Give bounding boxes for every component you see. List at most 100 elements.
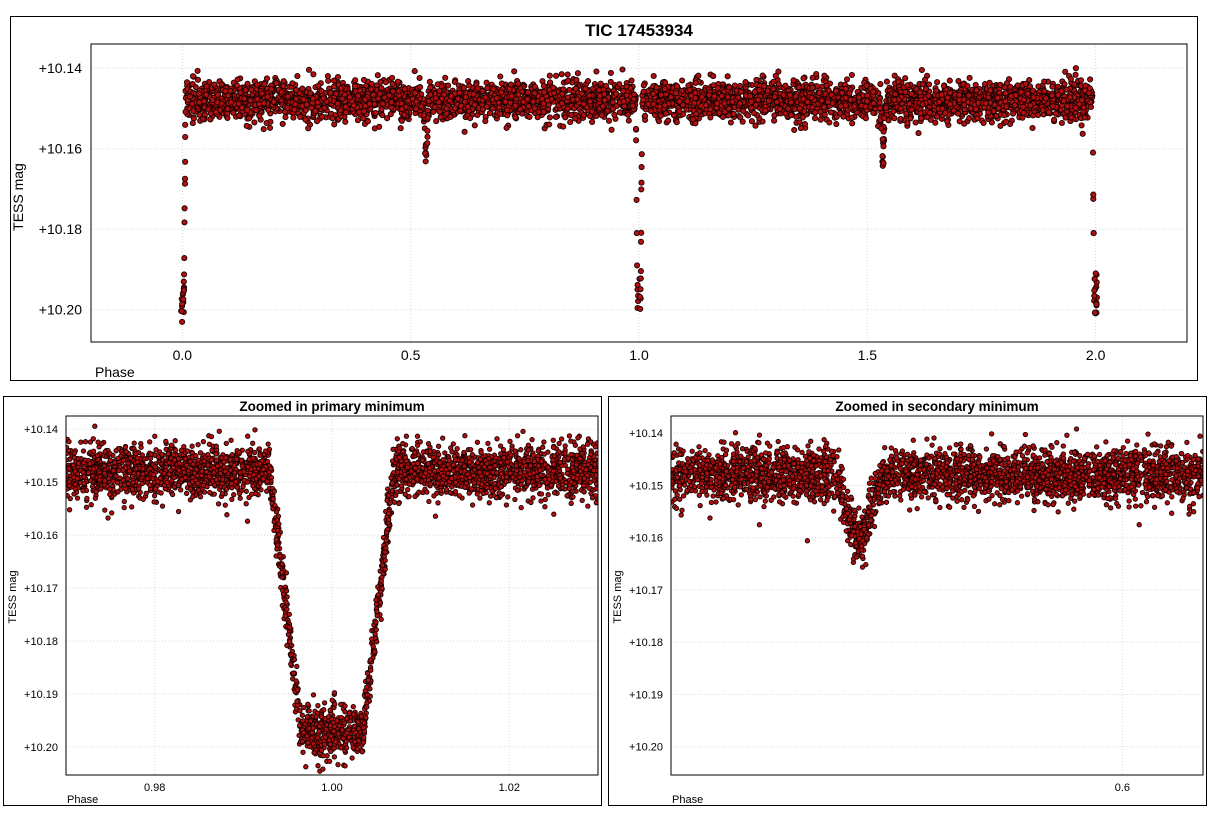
data-point bbox=[567, 119, 574, 126]
data-point bbox=[821, 72, 828, 79]
data-point bbox=[372, 109, 379, 117]
data-point bbox=[417, 84, 424, 91]
data-point bbox=[447, 113, 454, 120]
data-point bbox=[568, 112, 575, 119]
data-point bbox=[698, 102, 705, 109]
data-point bbox=[745, 112, 752, 119]
data-point bbox=[956, 118, 963, 125]
data-point bbox=[985, 109, 992, 116]
data-point bbox=[489, 105, 496, 112]
data-point bbox=[305, 66, 313, 73]
data-point bbox=[451, 105, 458, 112]
data-point bbox=[1024, 90, 1031, 97]
data-point bbox=[985, 94, 992, 101]
data-point bbox=[925, 92, 932, 99]
data-point bbox=[692, 79, 699, 86]
data-point bbox=[422, 150, 429, 157]
data-point bbox=[1029, 124, 1036, 132]
data-point bbox=[355, 92, 362, 99]
data-point bbox=[907, 115, 914, 122]
data-point bbox=[389, 74, 396, 81]
data-point bbox=[420, 112, 427, 119]
data-point bbox=[714, 100, 721, 107]
data-point bbox=[438, 83, 445, 90]
data-point bbox=[312, 108, 319, 115]
data-point bbox=[1008, 93, 1015, 100]
data-point bbox=[329, 115, 336, 122]
data-point bbox=[620, 98, 627, 105]
data-point bbox=[593, 68, 600, 75]
data-point bbox=[512, 102, 519, 109]
data-point bbox=[880, 143, 887, 150]
data-point bbox=[482, 94, 489, 101]
data-point bbox=[1087, 76, 1094, 83]
data-point bbox=[370, 91, 377, 98]
data-point bbox=[182, 121, 189, 128]
data-point bbox=[263, 75, 271, 82]
data-point bbox=[384, 115, 391, 122]
data-point bbox=[724, 94, 731, 101]
data-point bbox=[632, 125, 640, 132]
data-point bbox=[578, 90, 585, 97]
data-point bbox=[605, 117, 613, 124]
data-point bbox=[880, 160, 887, 167]
data-point bbox=[494, 436, 500, 442]
data-point bbox=[278, 89, 285, 96]
data-point bbox=[661, 85, 668, 92]
data-point bbox=[890, 108, 897, 115]
data-point bbox=[435, 99, 442, 106]
data-point bbox=[331, 754, 338, 760]
data-point bbox=[1079, 130, 1086, 137]
data-point bbox=[189, 100, 196, 107]
data-point bbox=[486, 110, 493, 117]
data-point bbox=[721, 108, 728, 115]
data-point bbox=[1035, 83, 1042, 90]
data-point bbox=[1090, 191, 1097, 198]
data-point bbox=[800, 95, 807, 102]
data-point bbox=[772, 72, 779, 79]
x-tick-label: 0.5 bbox=[401, 347, 421, 363]
data-point bbox=[179, 318, 186, 325]
data-point bbox=[180, 287, 188, 294]
data-point bbox=[748, 118, 755, 125]
data-point bbox=[961, 120, 968, 127]
data-point bbox=[412, 89, 419, 96]
data-point bbox=[565, 77, 572, 84]
data-point bbox=[307, 90, 314, 97]
data-point bbox=[947, 101, 954, 108]
data-point bbox=[607, 69, 614, 76]
data-point bbox=[1063, 86, 1070, 93]
data-point bbox=[572, 115, 579, 122]
data-point bbox=[266, 124, 274, 131]
data-point bbox=[284, 93, 291, 100]
data-point bbox=[310, 95, 317, 102]
data-point bbox=[531, 105, 538, 112]
data-point bbox=[190, 107, 197, 115]
data-point bbox=[637, 293, 644, 301]
data-point bbox=[735, 94, 742, 101]
data-point bbox=[869, 88, 877, 95]
data-point bbox=[427, 84, 434, 91]
data-point bbox=[997, 81, 1004, 88]
data-point bbox=[196, 111, 203, 118]
data-point bbox=[305, 125, 312, 132]
data-point bbox=[411, 68, 418, 75]
data-point bbox=[917, 110, 924, 117]
data-point bbox=[788, 99, 795, 106]
data-point bbox=[908, 106, 915, 113]
data-point bbox=[776, 105, 783, 113]
data-point bbox=[201, 98, 208, 105]
data-point bbox=[498, 80, 505, 87]
data-point bbox=[430, 108, 437, 115]
data-point bbox=[545, 492, 551, 498]
data-point bbox=[922, 85, 929, 92]
data-point bbox=[389, 80, 396, 87]
data-point bbox=[864, 92, 871, 99]
data-point bbox=[364, 118, 371, 125]
data-point bbox=[891, 72, 898, 79]
data-point bbox=[620, 88, 627, 95]
data-point bbox=[187, 93, 194, 100]
data-point bbox=[251, 119, 258, 126]
data-point bbox=[598, 112, 605, 119]
data-point bbox=[394, 78, 401, 85]
